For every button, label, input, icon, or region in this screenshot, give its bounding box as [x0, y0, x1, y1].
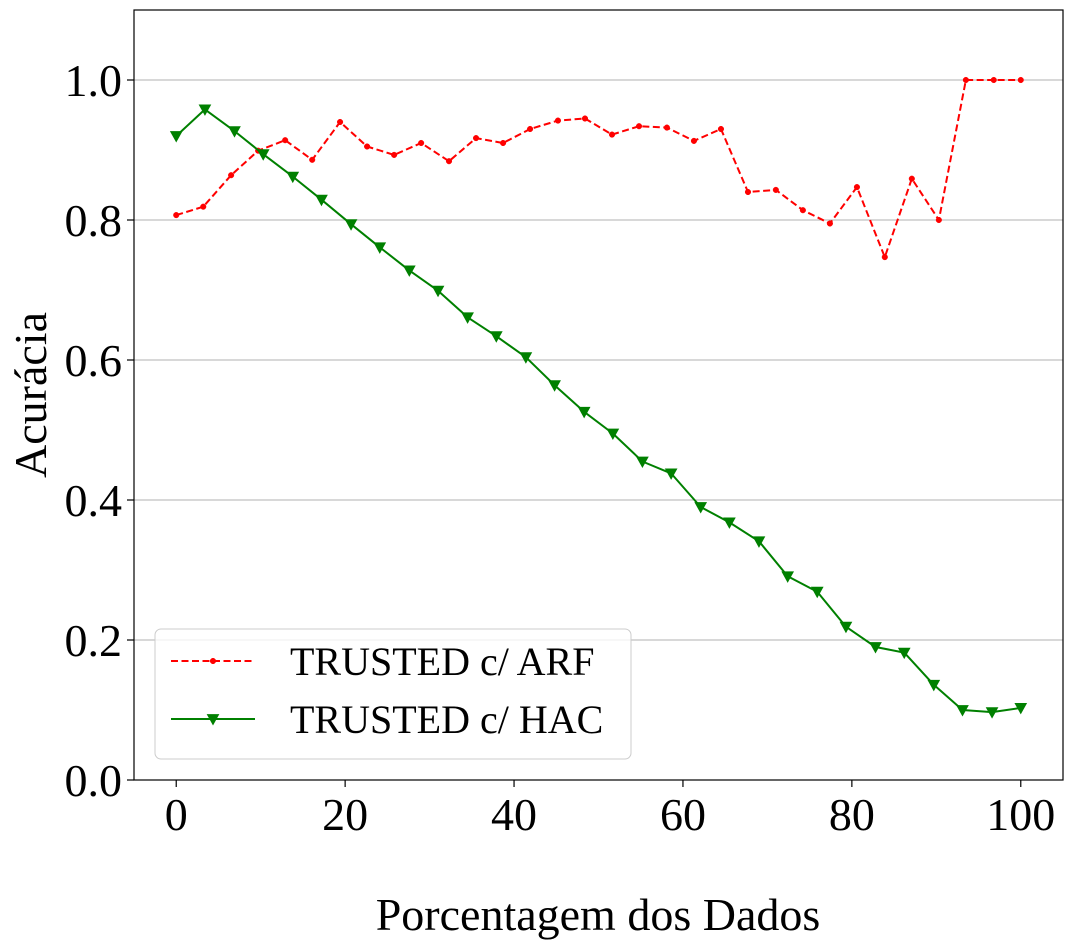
legend-label: TRUSTED c/ ARF — [290, 639, 594, 684]
series-1 — [173, 76, 1024, 261]
y-tick-label: 0.0 — [65, 755, 123, 806]
data-point — [752, 536, 766, 548]
data-point — [636, 456, 649, 469]
data-point — [489, 331, 503, 343]
data-point — [391, 151, 398, 158]
x-tick-label: 0 — [165, 789, 188, 840]
data-point — [694, 502, 708, 514]
data-point — [985, 707, 999, 719]
data-point — [373, 242, 387, 254]
data-point — [608, 131, 616, 138]
data-point — [869, 642, 882, 654]
data-point — [228, 126, 241, 138]
legend-swatch-marker — [206, 714, 220, 726]
data-point — [200, 203, 207, 210]
data-point — [853, 184, 860, 191]
data-point — [1014, 703, 1028, 715]
plot-frame — [133, 9, 1064, 781]
data-point — [826, 220, 833, 227]
data-point — [169, 131, 183, 143]
data-point — [461, 312, 474, 324]
data-point — [772, 186, 779, 193]
data-point — [723, 517, 736, 529]
y-axis-label: Acurácia — [5, 312, 56, 478]
data-point — [344, 219, 358, 231]
data-point — [927, 679, 941, 692]
data-point — [418, 139, 425, 147]
data-point — [799, 207, 806, 214]
x-tick-label: 100 — [986, 789, 1055, 840]
data-point — [897, 647, 911, 660]
data-point — [881, 254, 888, 261]
legend-frame — [154, 628, 632, 760]
data-point — [635, 123, 643, 130]
data-point — [519, 352, 533, 364]
data-point — [402, 265, 416, 277]
x-tick-label: 20 — [322, 789, 368, 840]
y-tick-label: 0.8 — [65, 195, 123, 246]
data-point — [1017, 76, 1024, 84]
data-point — [256, 149, 270, 161]
legend-label: TRUSTED c/ HAC — [290, 697, 603, 742]
data-point — [315, 194, 328, 207]
data-point — [198, 104, 212, 116]
data-point — [577, 406, 591, 419]
data-point — [744, 188, 752, 196]
data-point — [500, 139, 507, 147]
data-point — [839, 621, 853, 634]
legend: TRUSTED c/ ARF TRUSTED c/ HAC — [154, 628, 632, 760]
x-axis: 0 20 40 60 80 100 — [165, 780, 1055, 840]
data-point — [717, 125, 725, 133]
data-point — [663, 124, 670, 131]
data-point — [908, 175, 915, 182]
data-point — [554, 117, 562, 124]
x-tick-label: 40 — [491, 789, 537, 840]
data-point — [664, 468, 678, 480]
data-point — [173, 212, 180, 219]
data-point — [527, 125, 534, 133]
data-point — [935, 216, 942, 224]
data-point — [548, 380, 561, 392]
series-2 — [169, 104, 1028, 719]
legend-entries: TRUSTED c/ ARF TRUSTED c/ HAC — [171, 639, 603, 742]
data-point — [606, 428, 620, 441]
x-tick-label: 80 — [829, 789, 875, 840]
data-point — [956, 705, 969, 717]
y-axis: 0.0 0.2 0.4 0.6 0.8 1.0 — [65, 55, 134, 806]
data-point — [810, 586, 824, 599]
y-tick-label: 0.2 — [65, 615, 123, 666]
series-layer — [169, 76, 1028, 719]
y-tick-label: 1.0 — [65, 55, 123, 106]
x-axis-label: Porcentagem dos Dados — [376, 889, 821, 940]
data-point — [309, 156, 316, 163]
data-point — [364, 143, 371, 150]
data-point — [962, 76, 969, 84]
series-line — [175, 79, 1021, 259]
x-tick-label: 60 — [660, 789, 706, 840]
data-point — [445, 158, 453, 165]
data-point — [282, 137, 289, 144]
data-point — [431, 285, 445, 298]
y-tick-label: 0.6 — [65, 335, 123, 386]
data-point — [286, 171, 300, 184]
data-point — [337, 118, 344, 126]
y-tick-label: 0.4 — [65, 475, 123, 526]
data-point — [581, 115, 589, 122]
data-point — [228, 172, 235, 179]
data-point — [690, 137, 697, 144]
data-point — [472, 135, 480, 142]
data-point — [781, 571, 795, 583]
data-point — [990, 76, 997, 84]
legend-swatch-marker — [209, 657, 217, 665]
